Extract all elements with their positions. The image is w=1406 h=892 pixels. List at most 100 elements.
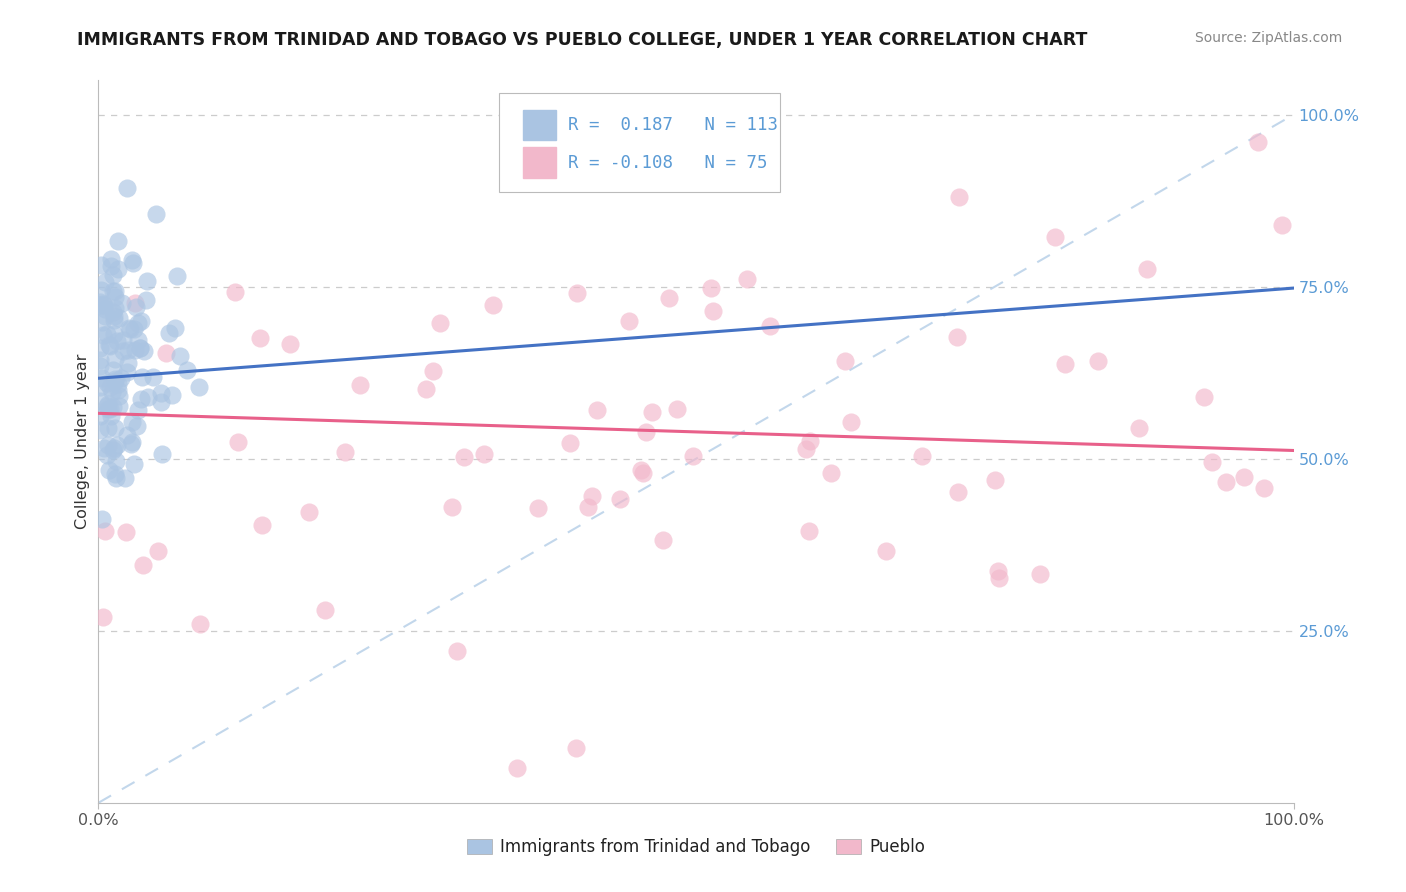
Point [609,492,631,507]
Point [129,314,152,328]
Point [136,390,159,404]
Point [481,298,503,312]
Point [169,349,191,363]
Point [226,434,249,449]
Point [148,544,170,558]
Point [446,644,468,658]
Point [1247,135,1270,149]
Point [124,343,146,357]
Point [104,372,127,386]
Point [581,489,603,503]
Point [89,353,111,368]
Point [97,397,120,411]
Point [121,416,143,430]
Point [115,181,138,195]
Point [799,434,821,448]
Text: R =  0.187   N = 113: R = 0.187 N = 113 [568,116,778,134]
Point [135,274,157,288]
Point [1194,390,1216,404]
Point [93,310,115,324]
Point [107,234,129,248]
Point [97,421,120,435]
Point [91,512,114,526]
Point [101,443,124,458]
Bar [523,147,557,178]
Legend: Immigrants from Trinidad and Tobago, Pueblo: Immigrants from Trinidad and Tobago, Pue… [460,831,932,863]
Point [120,437,142,451]
Point [576,500,599,515]
Point [94,302,117,317]
Point [98,402,121,417]
Point [132,558,155,572]
Point [166,268,188,283]
Point [101,305,124,319]
Point [651,533,673,547]
Point [110,371,132,385]
Point [107,383,129,397]
Point [105,438,128,452]
Point [641,404,664,418]
Point [558,436,581,450]
Point [1043,229,1066,244]
Point [429,316,451,330]
Point [91,610,114,624]
Point [250,517,273,532]
Point [155,346,177,360]
Point [89,393,111,408]
Point [565,740,588,755]
Point [103,313,125,327]
Point [93,442,115,456]
Point [1233,469,1256,483]
Bar [523,110,557,140]
Point [565,286,588,301]
Point [1054,357,1077,371]
Point [987,565,1010,579]
Y-axis label: College, Under 1 year: College, Under 1 year [75,354,90,529]
Point [91,370,114,384]
Point [100,409,122,424]
Point [131,369,153,384]
Point [187,380,209,394]
Point [1215,475,1237,489]
Point [124,296,146,310]
Point [142,370,165,384]
Point [1087,353,1109,368]
Point [100,259,122,273]
Point [90,258,112,272]
Point [89,283,111,297]
Point [122,457,145,471]
Point [104,301,127,315]
Point [630,463,652,477]
Point [298,505,321,519]
Point [100,339,122,353]
Point [735,271,758,285]
Point [586,403,609,417]
Point [91,296,114,310]
Point [150,394,173,409]
FancyBboxPatch shape [499,93,779,193]
Point [108,399,131,413]
Point [527,501,550,516]
Point [983,473,1005,487]
Point [91,328,114,343]
Point [759,319,782,334]
Point [94,275,117,289]
Point [190,616,212,631]
Point [103,441,125,455]
Point [145,207,167,221]
Point [820,466,842,480]
Point [103,285,125,299]
Point [101,284,124,298]
Point [93,524,115,538]
Point [111,296,134,310]
Point [617,314,640,328]
Point [799,524,821,538]
Point [89,380,111,394]
Point [117,428,139,442]
Point [987,572,1010,586]
Point [127,334,149,348]
Point [121,256,143,270]
Point [117,343,139,357]
Point [117,356,139,370]
Point [911,449,934,463]
